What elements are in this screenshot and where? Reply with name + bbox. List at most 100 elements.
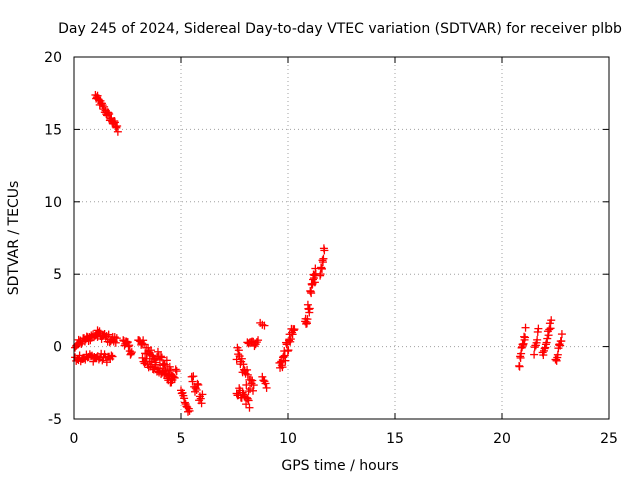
y-tick-label: 0	[53, 340, 62, 356]
data-point	[284, 346, 293, 355]
data-point	[198, 390, 207, 399]
chart-title: Day 245 of 2024, Sidereal Day-to-day VTE…	[58, 21, 622, 37]
data-point	[248, 376, 257, 385]
data-point	[113, 127, 122, 136]
y-axis-label: SDTVAR / TECUs	[6, 181, 22, 296]
data-point	[127, 348, 136, 357]
data-point	[557, 330, 566, 339]
data-point	[544, 331, 553, 340]
data-point	[193, 379, 202, 388]
data-point	[318, 264, 327, 273]
data-point	[243, 365, 252, 374]
data-point	[171, 365, 180, 374]
data-point	[112, 123, 121, 132]
data-point	[160, 360, 169, 369]
y-tick-label: 5	[53, 267, 62, 283]
data-point	[530, 350, 539, 359]
data-point	[281, 356, 290, 365]
data-point	[194, 380, 203, 389]
data-point	[93, 91, 102, 100]
data-point	[542, 338, 551, 347]
data-points	[71, 90, 566, 416]
data-point	[112, 334, 121, 343]
data-point	[539, 351, 548, 360]
data-point	[161, 369, 170, 378]
data-point	[107, 351, 116, 360]
x-tick-label: 25	[600, 431, 618, 447]
data-point	[286, 335, 295, 344]
data-point	[147, 346, 156, 355]
data-point	[185, 406, 194, 415]
data-point	[243, 394, 252, 403]
data-point	[319, 254, 328, 263]
data-point	[249, 386, 258, 395]
data-point	[557, 337, 566, 346]
data-point	[242, 380, 251, 389]
data-point	[190, 387, 199, 396]
data-point	[180, 398, 189, 407]
data-point	[521, 333, 530, 342]
data-point	[100, 102, 109, 111]
data-point	[234, 350, 243, 359]
y-tick-label: -5	[48, 412, 62, 428]
data-point	[540, 344, 549, 353]
data-point	[105, 110, 114, 119]
data-point	[125, 341, 134, 350]
data-point	[153, 347, 162, 356]
data-point	[104, 330, 113, 339]
data-point	[305, 304, 314, 313]
grid-lines	[74, 57, 609, 419]
data-point	[168, 375, 177, 384]
data-point	[98, 101, 107, 110]
data-point	[234, 346, 243, 355]
y-tick-label: 20	[44, 50, 62, 66]
data-point	[104, 108, 113, 117]
data-point	[111, 338, 120, 347]
data-point	[157, 353, 166, 362]
tick-labels: 0 5 10 15 20 25 -5 0 5 10 15 20	[44, 50, 618, 447]
x-axis-label: GPS time / hours	[281, 458, 398, 474]
data-point	[290, 325, 299, 334]
data-point	[310, 278, 319, 287]
data-point	[545, 325, 554, 334]
data-point	[147, 357, 156, 366]
data-point	[165, 371, 174, 380]
data-point	[111, 122, 120, 131]
data-point	[278, 363, 287, 372]
x-tick-label: 15	[386, 431, 404, 447]
data-point	[303, 315, 312, 324]
data-point	[534, 324, 543, 333]
data-point	[244, 396, 253, 405]
data-point	[237, 354, 246, 363]
plot-frame	[73, 56, 610, 420]
data-point	[110, 116, 119, 125]
data-point	[547, 316, 556, 325]
data-point	[197, 399, 206, 408]
data-point	[249, 381, 258, 390]
data-point	[165, 362, 174, 371]
data-point	[172, 367, 181, 376]
x-tick-label: 10	[279, 431, 297, 447]
data-point	[124, 342, 133, 351]
data-point	[258, 320, 267, 329]
data-point	[541, 340, 550, 349]
data-point	[254, 336, 263, 345]
data-point	[243, 370, 252, 379]
data-point	[533, 335, 542, 344]
data-point	[246, 375, 255, 384]
x-tick-label: 0	[70, 431, 79, 447]
data-point	[238, 388, 247, 397]
data-point	[127, 349, 136, 358]
data-point	[258, 372, 267, 381]
data-point	[162, 356, 171, 365]
data-point	[252, 338, 261, 347]
data-point	[307, 289, 316, 298]
data-point	[180, 394, 189, 403]
x-tick-label: 20	[493, 431, 511, 447]
data-point	[95, 327, 104, 336]
data-point	[108, 352, 117, 361]
data-point	[521, 323, 530, 332]
data-point	[189, 372, 198, 381]
data-point	[260, 321, 269, 330]
data-point	[113, 122, 122, 131]
